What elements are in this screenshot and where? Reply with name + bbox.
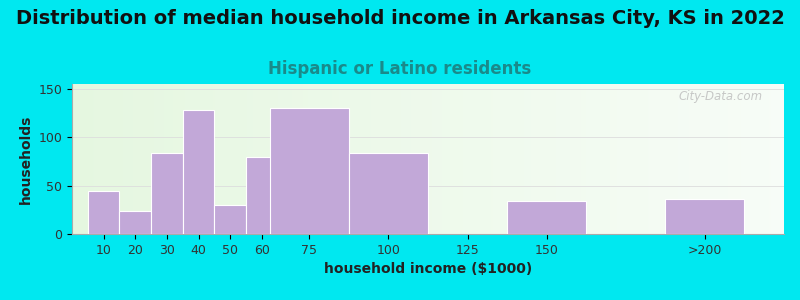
- X-axis label: household income ($1000): household income ($1000): [324, 262, 532, 276]
- Bar: [507, 201, 586, 234]
- Y-axis label: households: households: [19, 114, 33, 204]
- Text: City-Data.com: City-Data.com: [678, 90, 762, 103]
- Bar: [349, 153, 428, 234]
- Bar: [666, 199, 745, 234]
- Bar: [119, 211, 151, 234]
- Bar: [214, 205, 246, 234]
- Bar: [151, 153, 182, 234]
- Bar: [88, 191, 119, 234]
- Bar: [182, 110, 214, 234]
- Text: Distribution of median household income in Arkansas City, KS in 2022: Distribution of median household income …: [15, 9, 785, 28]
- Text: Hispanic or Latino residents: Hispanic or Latino residents: [268, 60, 532, 78]
- Bar: [246, 157, 294, 234]
- Bar: [270, 108, 349, 234]
